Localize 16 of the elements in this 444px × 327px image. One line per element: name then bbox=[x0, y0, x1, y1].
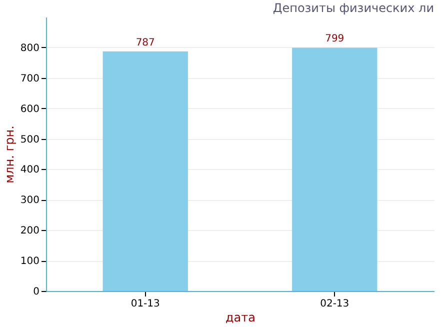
y-tick-label: 300 bbox=[20, 195, 40, 206]
y-tick-label: 800 bbox=[20, 42, 40, 54]
y-tick-label: 400 bbox=[20, 164, 40, 176]
y-tick-label: 100 bbox=[20, 256, 40, 268]
x-axis-title: дата bbox=[226, 310, 256, 324]
y-tick-label: 700 bbox=[20, 73, 40, 84]
y-tick-label: 200 bbox=[20, 226, 40, 237]
x-tick-label: 02-13 bbox=[320, 298, 350, 310]
y-tick-label: 0 bbox=[33, 286, 40, 298]
y-tick-label: 600 bbox=[20, 104, 40, 115]
chart-title: Депозиты физических ли bbox=[272, 1, 434, 15]
x-tick-label: 01-13 bbox=[130, 298, 160, 310]
y-tick-label: 500 bbox=[20, 134, 40, 146]
data-label: 787 bbox=[136, 37, 155, 48]
y-axis-title: млн. грн. bbox=[2, 126, 16, 184]
data-label: 799 bbox=[325, 34, 344, 45]
